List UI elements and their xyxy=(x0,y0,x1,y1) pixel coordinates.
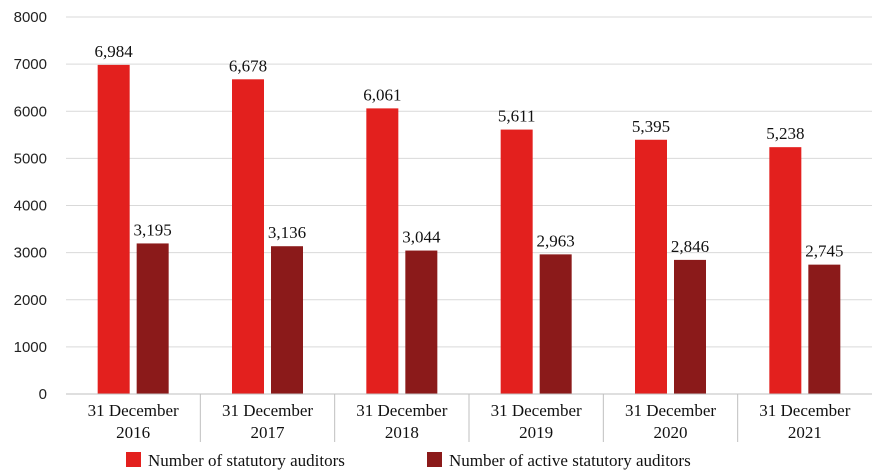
x-axis: 31 December 2016 31 December 2017 31 Decembe… xyxy=(66,393,872,442)
y-tick-label: 8000 xyxy=(14,9,47,26)
y-tick-label: 5000 xyxy=(14,150,47,167)
data-label: 3,195 xyxy=(134,220,172,239)
data-label: 2,846 xyxy=(671,237,709,256)
x-tick-label: 31 December 2021 xyxy=(759,401,850,442)
bar xyxy=(769,147,802,394)
data-label: 5,238 xyxy=(766,124,804,143)
bar xyxy=(635,139,667,394)
y-tick-label: 7000 xyxy=(14,56,47,73)
bars: 6,984 3,195 6,678 3,136 6,061 3,044 5,611 2,963… xyxy=(95,42,843,395)
legend-label: Number of statutory auditors xyxy=(148,451,345,470)
bar xyxy=(539,254,572,394)
bar xyxy=(232,79,264,394)
data-label: 2,745 xyxy=(805,242,843,261)
data-label: 6,061 xyxy=(363,85,401,104)
y-tick-label: 4000 xyxy=(14,198,47,215)
gridlines xyxy=(66,16,872,348)
legend-label: Number of active statutory auditors xyxy=(449,451,691,470)
bar xyxy=(366,108,399,395)
y-tick-label: 3000 xyxy=(14,245,47,262)
x-tick-label: 31 December 2019 xyxy=(491,401,582,442)
y-tick-label: 6000 xyxy=(14,103,47,120)
y-tick-label: 2000 xyxy=(14,292,47,309)
bar xyxy=(405,250,438,394)
y-axis: 0 1000 2000 3000 4000 5000 6000 7000 8000 xyxy=(14,9,47,403)
bar xyxy=(271,246,303,394)
data-label: 3,044 xyxy=(402,228,441,247)
x-tick-label: 31 December 2016 xyxy=(88,401,179,442)
bar xyxy=(97,64,130,394)
data-label: 6,984 xyxy=(95,42,134,61)
x-tick-label: 31 December 2020 xyxy=(625,401,716,442)
legend-swatch xyxy=(427,452,442,467)
bar xyxy=(136,243,169,394)
legend: Number of statutory auditors Number of ac… xyxy=(126,451,691,470)
data-label: 6,678 xyxy=(229,56,267,75)
data-label: 3,136 xyxy=(268,223,306,242)
x-tick-label: 31 December 2018 xyxy=(356,401,447,442)
bar xyxy=(808,264,841,394)
bar xyxy=(674,259,706,394)
bar xyxy=(500,129,533,395)
data-label: 2,963 xyxy=(537,231,575,250)
data-label: 5,611 xyxy=(498,107,536,126)
data-label: 5,395 xyxy=(632,117,670,136)
y-tick-label: 0 xyxy=(39,386,47,403)
legend-swatch xyxy=(126,452,141,467)
y-tick-label: 1000 xyxy=(14,339,47,356)
x-tick-label: 31 December 2017 xyxy=(222,401,313,442)
